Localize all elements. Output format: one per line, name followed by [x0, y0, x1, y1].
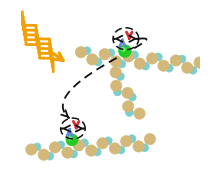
Circle shape — [144, 133, 156, 145]
Circle shape — [111, 80, 122, 91]
Circle shape — [118, 60, 126, 68]
Circle shape — [181, 62, 193, 73]
Circle shape — [121, 136, 132, 147]
Circle shape — [70, 150, 78, 158]
Circle shape — [123, 51, 134, 62]
Circle shape — [141, 144, 149, 152]
Circle shape — [134, 108, 145, 119]
Circle shape — [128, 135, 136, 143]
Circle shape — [75, 46, 87, 58]
Circle shape — [142, 62, 149, 70]
Circle shape — [107, 49, 115, 57]
Circle shape — [104, 137, 112, 145]
Circle shape — [33, 143, 41, 151]
Circle shape — [97, 138, 108, 149]
Circle shape — [81, 139, 88, 147]
Circle shape — [85, 145, 97, 156]
Circle shape — [134, 58, 145, 69]
Circle shape — [146, 53, 158, 64]
Circle shape — [83, 47, 91, 55]
Circle shape — [119, 45, 131, 57]
Circle shape — [131, 51, 138, 59]
Circle shape — [116, 73, 124, 81]
Circle shape — [57, 141, 65, 149]
Circle shape — [117, 146, 125, 154]
Circle shape — [49, 142, 61, 153]
Circle shape — [158, 60, 169, 71]
Circle shape — [110, 56, 122, 67]
Circle shape — [170, 55, 181, 66]
Circle shape — [62, 147, 73, 158]
Circle shape — [128, 93, 136, 101]
Circle shape — [194, 57, 205, 68]
Circle shape — [122, 87, 133, 99]
Circle shape — [26, 144, 37, 155]
Circle shape — [121, 47, 125, 51]
Circle shape — [109, 143, 121, 154]
Circle shape — [123, 101, 134, 112]
Circle shape — [66, 134, 78, 146]
Circle shape — [73, 140, 84, 151]
Circle shape — [165, 64, 173, 72]
Circle shape — [46, 152, 54, 160]
Circle shape — [114, 88, 121, 96]
Circle shape — [99, 49, 110, 60]
Circle shape — [126, 108, 133, 116]
Circle shape — [87, 54, 98, 65]
Circle shape — [93, 148, 101, 156]
Circle shape — [38, 149, 49, 160]
Circle shape — [94, 58, 102, 66]
Circle shape — [68, 136, 72, 140]
Circle shape — [133, 141, 144, 152]
Circle shape — [178, 55, 186, 63]
Circle shape — [189, 66, 197, 74]
Circle shape — [154, 53, 162, 61]
Circle shape — [110, 67, 121, 78]
